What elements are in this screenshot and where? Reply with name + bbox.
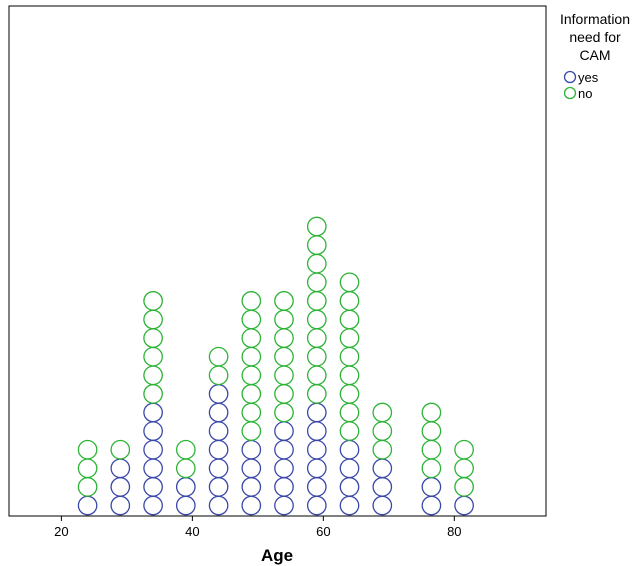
dot-no-stack-5-7 bbox=[241, 291, 262, 311]
dot-no-stack-9-2 bbox=[372, 402, 393, 423]
legend-title-line-2: need for bbox=[569, 29, 621, 45]
x-tick-label-3: 80 bbox=[447, 524, 461, 539]
dot-no-stack-10-3 bbox=[421, 402, 442, 423]
x-tick-label-0: 20 bbox=[54, 524, 68, 539]
dot-no-stack-2-5 bbox=[143, 291, 163, 311]
dot-no-stack-4-1 bbox=[208, 346, 229, 367]
dot-no-stack-0-2 bbox=[77, 439, 98, 460]
x-tick-label-1: 40 bbox=[185, 524, 199, 539]
dot-no-stack-1-0 bbox=[110, 439, 131, 460]
x-axis-title: Age bbox=[261, 546, 293, 565]
legend-label-yes: yes bbox=[578, 70, 599, 85]
legend-label-no: no bbox=[578, 86, 592, 101]
legend-title-line-1: Information bbox=[560, 11, 630, 27]
x-axis: 20 40 60 80 bbox=[54, 516, 462, 539]
legend-marker-no bbox=[563, 86, 577, 100]
dot-no-stack-6-6 bbox=[274, 291, 294, 311]
x-tick-label-2: 60 bbox=[316, 524, 330, 539]
dot-no-stack-8-8 bbox=[339, 272, 360, 293]
dot-no-stack-7-9 bbox=[306, 216, 327, 237]
dot-no-stack-3-1 bbox=[175, 439, 196, 460]
legend-title-line-3: CAM bbox=[579, 47, 610, 63]
legend-marker-yes bbox=[563, 70, 577, 84]
dots-layer bbox=[77, 216, 474, 516]
legend: Information need for CAM yes no bbox=[560, 11, 630, 101]
plot-frame bbox=[8, 5, 547, 517]
dot-no-stack-11-2 bbox=[454, 439, 474, 460]
